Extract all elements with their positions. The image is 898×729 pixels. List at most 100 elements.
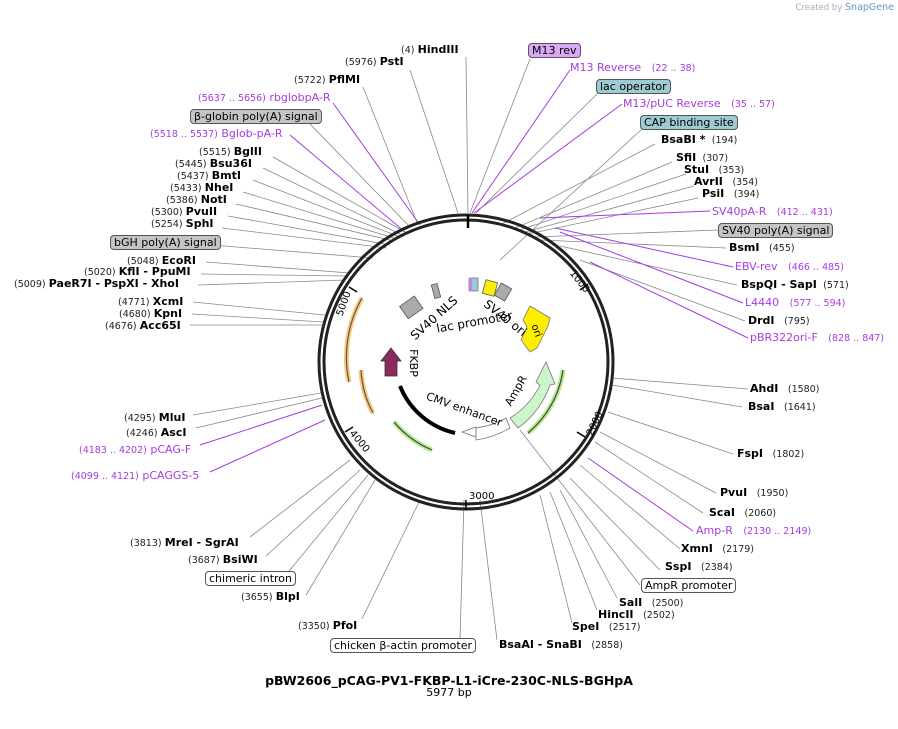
feature-chimeric-intron[interactable]: chimeric intron [205, 571, 297, 586]
primer-name: pCAG-F [150, 443, 192, 456]
tick-label-3000: 3000 [469, 491, 495, 502]
site-hincii[interactable]: HincII (2502) [598, 609, 675, 622]
snapgene-credit: Created by SnapGene [796, 2, 894, 13]
site-xcmi[interactable]: (4771) XcmI [118, 296, 183, 309]
site-pos: (5976) [345, 57, 377, 68]
site-blpi[interactable]: (3655) BlpI [241, 591, 300, 604]
site-name: XcmI [152, 295, 184, 308]
site-stui[interactable]: StuI (353) [684, 164, 744, 177]
site-psii[interactable]: PsiI (394) [702, 188, 759, 201]
site-noti[interactable]: (5386) NotI [166, 194, 227, 207]
site-pfoi[interactable]: (3350) PfoI [298, 620, 357, 633]
site-pos: (5254) [151, 219, 183, 230]
primer-bglob-pa-r[interactable]: (5518 .. 5537) Bglob-pA-R [150, 128, 283, 141]
primer-pbr322ori-f[interactable]: pBR322ori-F (828 .. 847) [750, 332, 884, 345]
feature-m13-rev[interactable]: M13 rev [528, 43, 581, 58]
site-bsaai-snabi[interactable]: BsaAI - SnaBI (2858) [499, 639, 623, 652]
site-spei[interactable]: SpeI (2517) [572, 621, 641, 634]
site-name: StuI [684, 163, 710, 176]
feature-beta-globin-polya[interactable]: β-globin poly(A) signal [190, 109, 322, 124]
site-pos: (354) [732, 177, 758, 188]
site-acc65i[interactable]: (4676) Acc65I [105, 320, 181, 333]
primer-name: EBV-rev [735, 260, 778, 273]
site-name: KflI - PpuMI [118, 265, 191, 278]
site-bsu36i[interactable]: (5445) Bsu36I [175, 158, 252, 171]
site-sali[interactable]: SalI (2500) [619, 597, 683, 610]
site-pos: (353) [718, 165, 745, 176]
site-name: BsaI [748, 400, 775, 413]
site-name: MreI - SgrAI [164, 536, 239, 549]
site-kfli-ppumi[interactable]: (5020) KflI - PpuMI [84, 266, 191, 279]
primer-pos: (35 .. 57) [731, 99, 775, 110]
site-name: KpnI [153, 307, 183, 320]
site-sfii[interactable]: SfiI (307) [676, 152, 728, 165]
site-bsai[interactable]: BsaI (1641) [748, 401, 816, 414]
site-name: SfiI [676, 151, 697, 164]
site-pos: (4295) [124, 413, 156, 424]
site-kpni[interactable]: (4680) KpnI [119, 308, 182, 321]
site-name: BspQI - SapI [741, 278, 817, 291]
site-drdi[interactable]: DrdI (795) [748, 315, 810, 328]
site-name: FspI [737, 447, 764, 460]
site-ecori[interactable]: (5048) EcoRI [127, 255, 196, 268]
primer-amp-r[interactable]: Amp-R (2130 .. 2149) [696, 525, 811, 538]
site-bspqi-sapi[interactable]: BspQI - SapI (571) [741, 279, 849, 292]
site-pvui[interactable]: PvuI (1950) [720, 487, 788, 500]
site-name: BsiWI [222, 553, 258, 566]
site-pflmi[interactable]: (5722) PflMI [294, 74, 360, 87]
site-nhei[interactable]: (5433) NheI [170, 182, 233, 195]
primer-pos: (828 .. 847) [828, 333, 885, 344]
site-name: EcoRI [161, 254, 196, 267]
primer-pos: (577 .. 594) [789, 298, 846, 309]
site-hindiii[interactable]: (4) HindIII [401, 44, 459, 57]
site-avrii[interactable]: AvrII (354) [694, 176, 758, 189]
site-pos: (5009) [14, 279, 46, 290]
primer-sv40pa-r[interactable]: SV40pA-R (412 .. 431) [712, 206, 833, 219]
inner-features [343, 277, 566, 453]
fkbp-label: FKBP [406, 349, 420, 377]
site-mrei-sgrai[interactable]: (3813) MreI - SgrAI [130, 537, 239, 550]
primer-name: M13 Reverse [570, 61, 642, 74]
site-mlui[interactable]: (4295) MluI [124, 412, 185, 425]
site-psti[interactable]: (5976) PstI [345, 56, 404, 69]
site-pos: (5445) [175, 159, 207, 170]
primer-l4440[interactable]: L4440 (577 .. 594) [745, 297, 845, 310]
site-sspi[interactable]: SspI (2384) [665, 561, 733, 574]
site-paer7i-pspxi-xhoi[interactable]: (5009) PaeR7I - PspXI - XhoI [14, 278, 179, 291]
primer-m13-puc-reverse[interactable]: M13/pUC Reverse (35 .. 57) [623, 98, 775, 111]
primer-pos: (4099 .. 4121) [71, 471, 139, 482]
site-pos: (3655) [241, 592, 273, 603]
feature-cap-binding-site[interactable]: CAP binding site [640, 115, 738, 130]
site-name: DrdI [748, 314, 775, 327]
primer-pcaggs-5[interactable]: (4099 .. 4121) pCAGGS-5 [71, 470, 199, 483]
site-ahdi[interactable]: AhdI (1580) [750, 383, 819, 396]
primer-pcag-f[interactable]: (4183 .. 4202) pCAG-F [79, 444, 191, 457]
primer-pos: (466 .. 485) [788, 262, 844, 273]
site-asci[interactable]: (4246) AscI [126, 427, 186, 440]
site-sphi[interactable]: (5254) SphI [151, 218, 214, 231]
site-scai[interactable]: ScaI (2060) [709, 507, 776, 520]
primer-m13-reverse[interactable]: M13 Reverse (22 .. 38) [570, 62, 695, 75]
site-fspi[interactable]: FspI (1802) [737, 448, 804, 461]
site-pos: (5300) [151, 207, 183, 218]
feature-bgh-polya[interactable]: bGH poly(A) signal [110, 235, 221, 250]
site-name: SpeI [572, 620, 600, 633]
feature-ampr-promoter[interactable]: AmpR promoter [641, 578, 737, 593]
site-bsiwi[interactable]: (3687) BsiWI [188, 554, 258, 567]
site-name: Acc65I [139, 319, 181, 332]
primer-rbglobpa-r[interactable]: (5637 .. 5656) rbglobpA-R [198, 92, 331, 105]
site-pvuii[interactable]: (5300) PvuII [151, 206, 217, 219]
site-bsmi[interactable]: BsmI (455) [729, 242, 795, 255]
site-xmni[interactable]: XmnI (2179) [681, 543, 754, 556]
site-bsabi[interactable]: BsaBI * (194) [661, 134, 737, 147]
site-bglii[interactable]: (5515) BglII [199, 146, 262, 159]
site-name: HincII [598, 608, 634, 621]
site-name: MluI [158, 411, 186, 424]
primer-ebv-rev[interactable]: EBV-rev (466 .. 485) [735, 261, 844, 274]
site-pos: (795) [784, 316, 810, 327]
feature-chicken-beta-actin-promoter[interactable]: chicken β-actin promoter [330, 638, 476, 653]
feature-sv40-polya[interactable]: SV40 poly(A) signal [718, 223, 834, 238]
primer-name: M13/pUC Reverse [623, 97, 721, 110]
site-bmti[interactable]: (5437) BmtI [177, 170, 241, 183]
feature-lac-operator[interactable]: lac operator [596, 79, 671, 94]
